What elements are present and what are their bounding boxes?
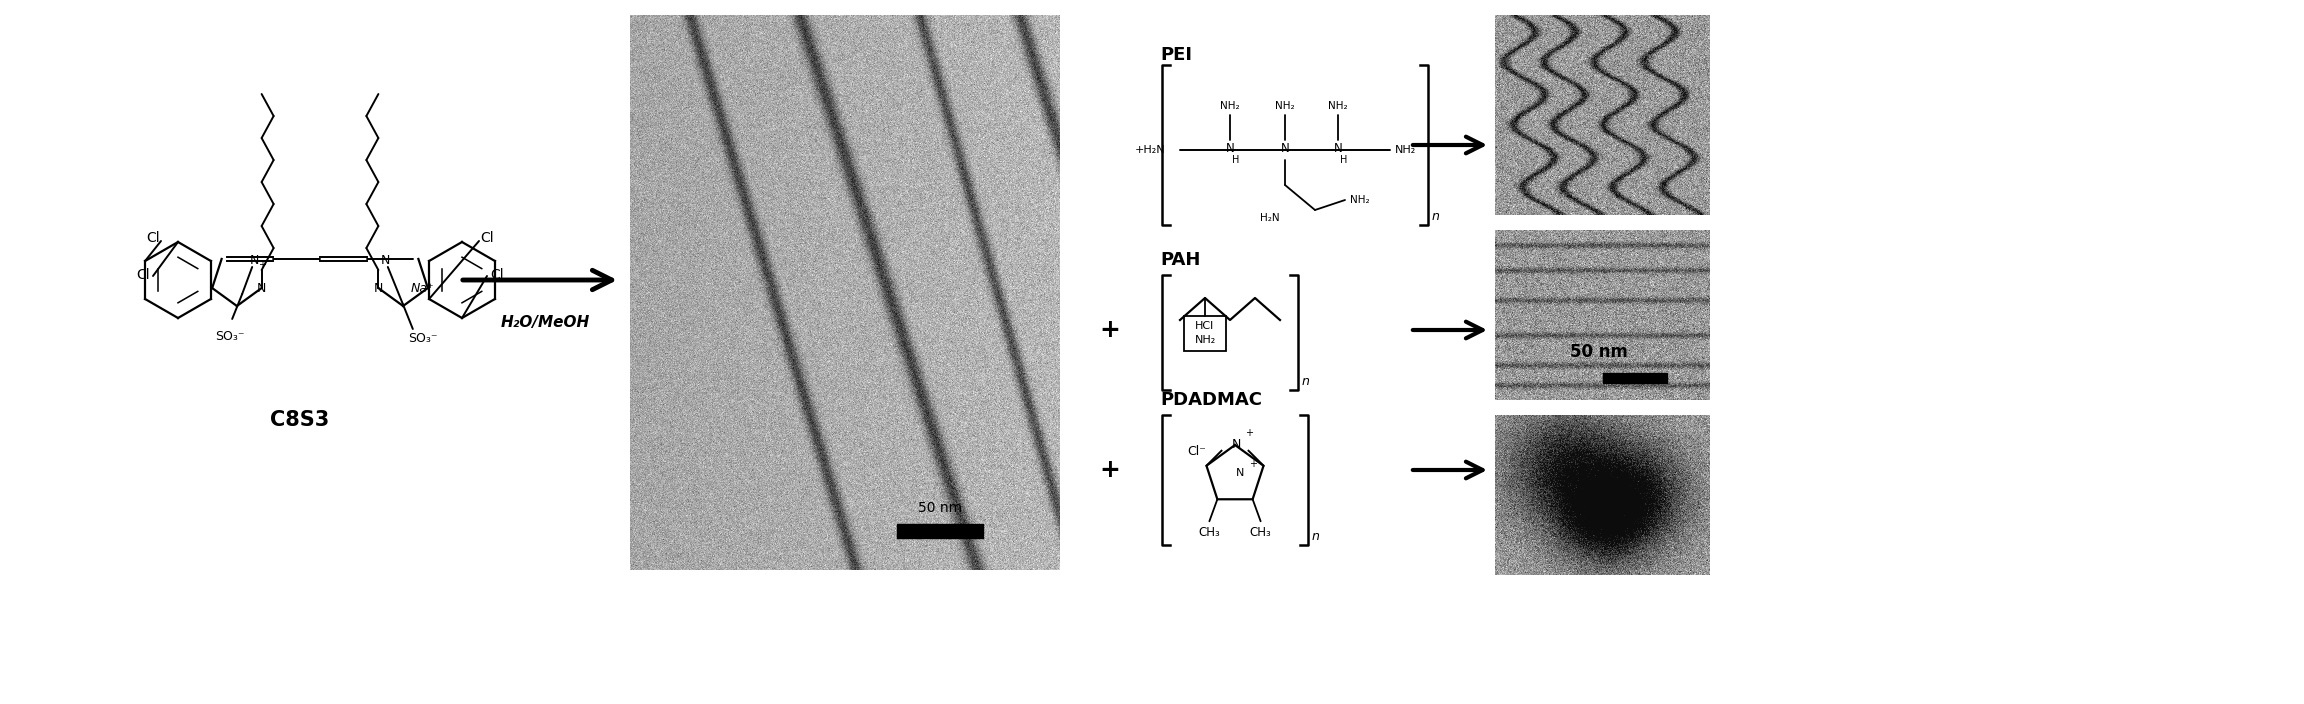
Text: PEI: PEI: [1159, 46, 1191, 64]
Text: 50 nm: 50 nm: [917, 501, 961, 515]
Text: n: n: [1311, 530, 1320, 543]
Text: PAH: PAH: [1159, 251, 1200, 269]
Text: H: H: [1341, 155, 1348, 165]
Text: +: +: [1099, 458, 1120, 482]
Text: N: N: [373, 282, 382, 294]
Text: N: N: [1226, 142, 1235, 154]
Text: Cl: Cl: [491, 268, 505, 282]
Text: N: N: [1281, 142, 1290, 154]
Text: +: +: [1249, 459, 1258, 469]
Text: N: N: [1334, 142, 1343, 154]
Text: NH₂: NH₂: [1350, 195, 1371, 205]
Text: Na⁺: Na⁺: [410, 282, 435, 296]
Text: NH₂: NH₂: [1274, 101, 1295, 111]
Text: 50 nm: 50 nm: [1571, 344, 1629, 361]
Text: NH₂: NH₂: [1394, 145, 1417, 155]
Text: CH₃: CH₃: [1198, 526, 1221, 539]
Text: N: N: [249, 254, 258, 268]
Text: NH₂: NH₂: [1221, 101, 1240, 111]
Bar: [1184, 316, 1226, 351]
Text: Cl: Cl: [136, 268, 150, 282]
Text: N: N: [1235, 468, 1244, 478]
Text: SO₃⁻: SO₃⁻: [217, 330, 244, 344]
Text: N: N: [1230, 437, 1240, 451]
Text: Cl⁻: Cl⁻: [1187, 445, 1205, 458]
Text: H₂N: H₂N: [1260, 213, 1279, 223]
Text: NH₂: NH₂: [1193, 335, 1217, 345]
Text: n: n: [1302, 375, 1311, 388]
Text: Cl: Cl: [479, 231, 493, 245]
Text: H: H: [1233, 155, 1240, 165]
Text: +: +: [258, 260, 267, 270]
Text: +H₂N: +H₂N: [1134, 145, 1166, 155]
Text: H₂O/MeOH: H₂O/MeOH: [500, 315, 590, 330]
Text: +: +: [1244, 428, 1253, 438]
Text: NH₂: NH₂: [1327, 101, 1348, 111]
Text: HCl: HCl: [1196, 321, 1214, 331]
Text: N: N: [380, 254, 389, 268]
Text: PDADMAC: PDADMAC: [1159, 391, 1263, 409]
Text: n: n: [1433, 210, 1440, 223]
Text: Cl: Cl: [145, 231, 159, 245]
Text: N: N: [258, 282, 267, 294]
Text: CH₃: CH₃: [1249, 526, 1272, 539]
Text: SO₃⁻: SO₃⁻: [408, 332, 438, 346]
Text: C8S3: C8S3: [270, 410, 329, 430]
Text: +: +: [1099, 318, 1120, 342]
